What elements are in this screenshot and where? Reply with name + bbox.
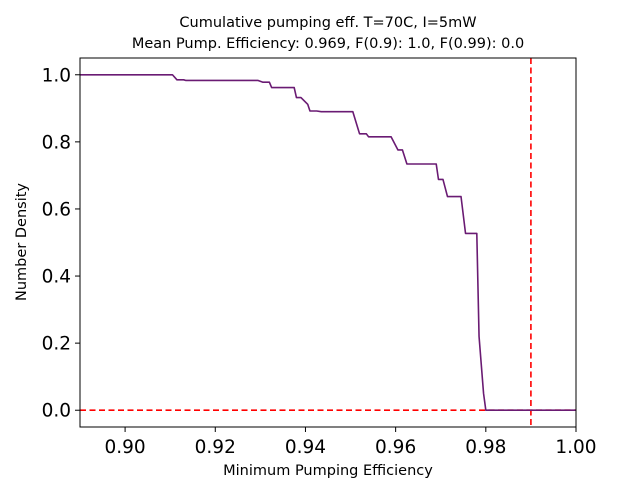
x-tick-label: 0.98 (465, 437, 506, 458)
series-layer (80, 73, 576, 412)
y-tick-label: 0.6 (42, 199, 71, 220)
x-axis: 0.90 0.92 0.94 0.96 0.98 1.00 (104, 427, 597, 458)
y-axis-label: Number Density (14, 183, 30, 301)
y-axis: 0.0 0.2 0.4 0.6 0.8 1.0 (42, 65, 80, 422)
y-tick-label: 1.0 (42, 65, 71, 86)
chart-title: Cumulative pumping eff. T=70C, I=5mW (179, 15, 476, 31)
x-tick-label: 0.90 (104, 437, 145, 458)
series-line-0 (80, 73, 576, 412)
y-tick-label: 0.2 (42, 334, 71, 355)
x-axis-label: Minimum Pumping Efficiency (223, 463, 433, 479)
y-tick-label: 0.4 (42, 267, 71, 288)
reference-lines (80, 58, 576, 427)
chart-subtitle: Mean Pump. Efficiency: 0.969, F(0.9): 1.… (132, 36, 524, 52)
y-tick-label: 0.0 (42, 401, 71, 422)
x-tick-label: 0.92 (195, 437, 236, 458)
x-tick-label: 0.94 (285, 437, 326, 458)
y-tick-label: 0.8 (42, 132, 71, 153)
x-tick-label: 0.96 (375, 437, 416, 458)
plot-frame (79, 57, 577, 428)
x-tick-label: 1.00 (555, 437, 596, 458)
